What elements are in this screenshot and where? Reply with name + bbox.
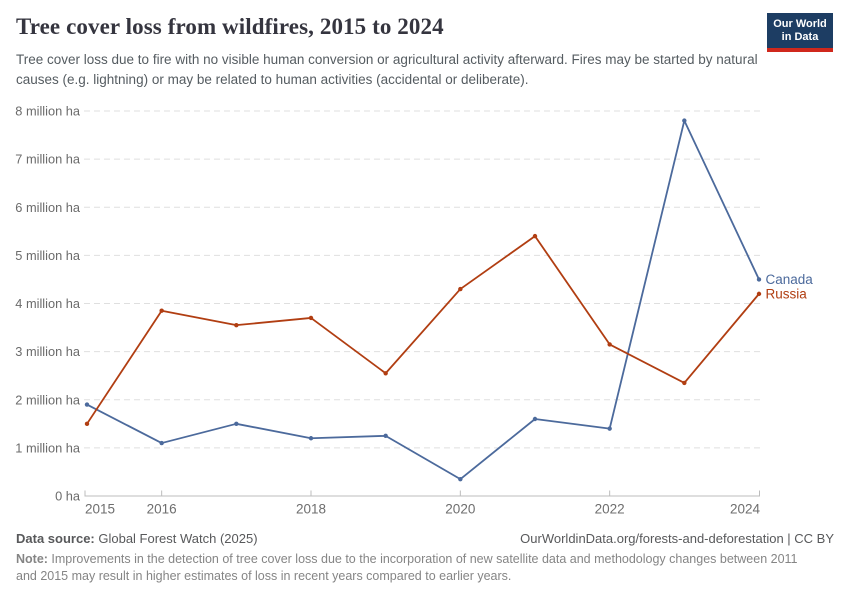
x-axis-label-2016: 2016	[147, 502, 177, 517]
x-axis-label-2018: 2018	[296, 502, 326, 517]
citation-link[interactable]: OurWorldinData.org/forests-and-deforesta…	[520, 531, 834, 546]
data-source-text: Data source: Global Forest Watch (2025)	[16, 531, 258, 547]
series-canada[interactable]: Canada	[84, 118, 814, 482]
wildfire-loss-line-chart: 0 ha 1 million ha 2 million ha 3 million ha…	[15, 104, 814, 517]
canada-point-2017[interactable]	[234, 421, 239, 427]
russia-series-label[interactable]: Russia	[766, 286, 808, 301]
page-title: Tree cover loss from wildfires, 2015 to …	[16, 14, 444, 39]
y-axis-label-1: 1 million ha	[15, 440, 81, 455]
owid-logo: Our World in Data	[767, 13, 833, 52]
y-axis-label-7: 7 million ha	[15, 152, 81, 167]
russia-point-2015[interactable]	[84, 421, 90, 427]
canada-point-2015[interactable]	[84, 402, 90, 407]
canada-point-2022[interactable]	[607, 426, 612, 431]
y-axis-label-2: 2 million ha	[15, 392, 81, 407]
russia-point-2019[interactable]	[383, 371, 388, 376]
y-axis-label-5: 5 million ha	[15, 248, 81, 263]
russia-point-2024[interactable]	[756, 291, 762, 297]
canada-series-label[interactable]: Canada	[766, 272, 814, 287]
russia-line-path[interactable]	[86, 235, 760, 425]
russia-point-2018[interactable]	[308, 315, 314, 321]
chart-subtitle: Tree cover loss due to fire with no visi…	[16, 52, 758, 87]
canada-point-2023[interactable]	[682, 118, 687, 123]
russia-point-2016[interactable]	[159, 308, 164, 313]
canada-point-2018[interactable]	[308, 436, 314, 441]
series-russia[interactable]: Russia	[84, 233, 808, 427]
canada-line-path[interactable]	[86, 119, 760, 481]
canada-point-2024[interactable]	[756, 277, 762, 282]
canada-point-2021[interactable]	[532, 416, 538, 422]
y-axis-label-8: 8 million ha	[15, 104, 81, 119]
canada-point-2016[interactable]	[159, 440, 164, 446]
x-axis-label-2015: 2015	[85, 502, 115, 517]
y-axis-label-3: 3 million ha	[15, 344, 81, 359]
data-source-value: Global Forest Watch (2025)	[94, 531, 258, 546]
russia-point-2020[interactable]	[458, 286, 463, 292]
owid-logo-line2: in Data	[781, 31, 819, 43]
russia-point-2017[interactable]	[234, 322, 239, 328]
russia-point-2021[interactable]	[532, 233, 538, 239]
note-label: Note:	[16, 552, 48, 566]
footer-note: Note: Improvements in the detection of t…	[16, 551, 806, 585]
canada-point-2020[interactable]	[458, 476, 463, 482]
owid-logo-line1: Our World	[773, 18, 827, 30]
russia-point-2022[interactable]	[607, 342, 612, 347]
x-axis-label-2020: 2020	[445, 502, 475, 517]
note-value: Improvements in the detection of tree co…	[16, 552, 798, 583]
x-axis-label-2024: 2024	[730, 502, 761, 517]
y-axis-label-6: 6 million ha	[15, 200, 81, 215]
data-source-label: Data source:	[16, 531, 95, 546]
canada-point-2019[interactable]	[383, 433, 388, 439]
footer-source-row: Data source: Global Forest Watch (2025) …	[16, 531, 834, 547]
russia-point-2023[interactable]	[682, 380, 687, 386]
x-axis-label-2022: 2022	[595, 502, 625, 517]
y-axis-label-4: 4 million ha	[15, 296, 81, 311]
y-axis-label-0: 0 ha	[55, 489, 81, 504]
